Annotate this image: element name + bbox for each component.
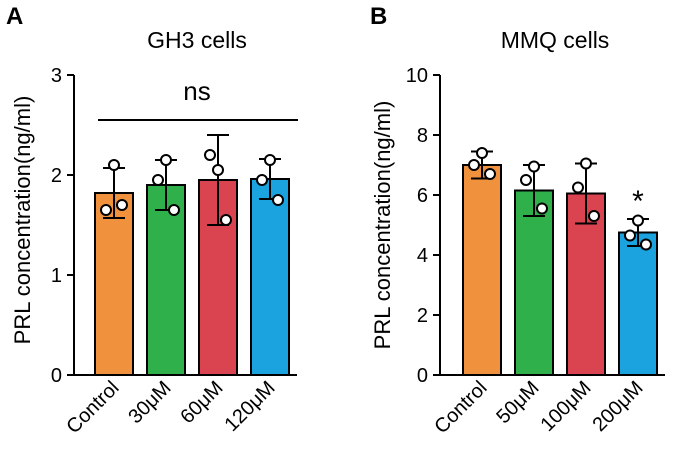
data-point-a-1-2 (168, 204, 180, 216)
y-tick-label-a-1: 1 (51, 265, 62, 287)
bar-b-3 (618, 231, 658, 376)
data-point-a-2-1 (204, 149, 216, 161)
data-point-b-1-0 (528, 160, 540, 173)
x-tick-label-b-3: 200μM (588, 377, 647, 436)
bar-a-1 (146, 184, 186, 376)
data-point-b-2-2 (588, 210, 600, 222)
y-tick-label-b-4: 8 (417, 125, 428, 147)
data-point-a-0-1 (100, 204, 112, 216)
data-point-b-0-1 (468, 159, 480, 171)
data-point-b-3-1 (624, 229, 636, 242)
bar-b-1 (514, 189, 554, 376)
data-point-b-2-1 (572, 181, 584, 194)
y-tick-label-b-5: 10 (406, 65, 428, 87)
significance-annotation-a: ns (183, 76, 210, 106)
panel-letter-b: B (370, 3, 387, 30)
panel-a: A GH3 cells PRL concentration(ng/ml) ns … (6, 3, 298, 438)
data-point-b-0-0 (476, 147, 488, 159)
y-tick-label-b-3: 6 (417, 185, 428, 207)
significance-star-b-3: * (632, 185, 644, 218)
chart-title-b: MMQ cells (501, 27, 610, 53)
data-point-b-1-2 (536, 202, 548, 215)
x-tick-label-a-1: 30μM (124, 377, 175, 428)
panel-b: B MMQ cells PRL concentration(ng/ml) Con… (370, 3, 665, 438)
y-tick-label-a-2: 2 (51, 165, 62, 187)
data-point-b-0-2 (484, 168, 496, 180)
x-tick-label-b-2: 100μM (536, 377, 595, 436)
data-point-a-3-2 (272, 194, 284, 206)
y-tick-label-a-3: 3 (51, 65, 62, 87)
data-point-b-2-0 (580, 157, 592, 170)
x-tick-label-a-3: 120μM (220, 377, 279, 436)
data-point-a-1-0 (160, 154, 172, 166)
data-point-a-0-2 (116, 199, 128, 211)
bar-b-0 (462, 164, 502, 376)
y-tick-label-b-1: 2 (417, 305, 428, 327)
data-point-b-1-1 (520, 174, 532, 186)
y-tick-label-a-0: 0 (51, 365, 62, 387)
x-tick-label-a-0: Control (62, 377, 123, 438)
data-point-a-2-0 (212, 164, 224, 176)
y-tick-label-b-0: 0 (417, 365, 428, 387)
data-point-b-3-0 (632, 214, 644, 227)
chart-title-a: GH3 cells (147, 27, 247, 53)
bar-a-0 (94, 192, 134, 376)
y-axis-label-b: PRL concentration(ng/ml) (370, 101, 395, 350)
data-point-b-3-2 (640, 238, 652, 251)
x-tick-label-b-0: Control (430, 377, 491, 438)
data-point-a-2-2 (220, 214, 232, 226)
bar-a-3 (250, 178, 290, 376)
panel-letter-a: A (6, 3, 23, 30)
y-axis-label-a: PRL concentration(ng/ml) (10, 96, 35, 345)
data-point-a-1-1 (152, 174, 164, 186)
data-point-a-0-0 (108, 159, 120, 171)
data-point-a-3-1 (256, 174, 268, 186)
y-tick-label-b-2: 4 (417, 245, 428, 267)
data-point-a-3-0 (264, 154, 276, 166)
